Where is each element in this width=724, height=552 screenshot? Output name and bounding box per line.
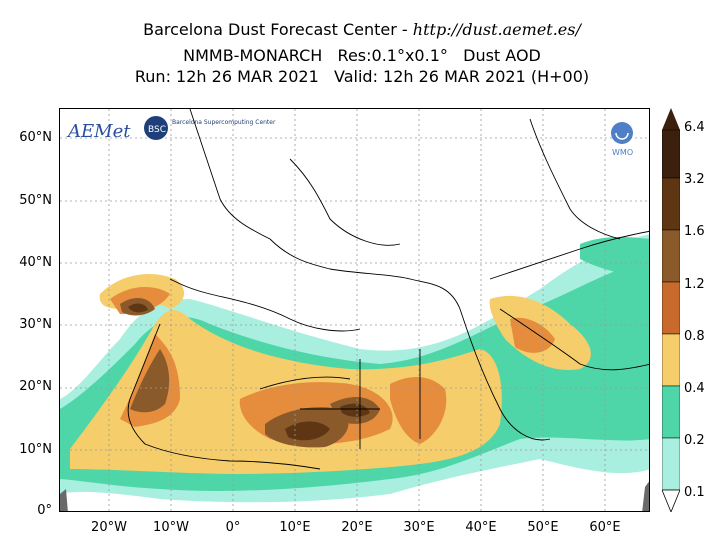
colorbar-bin-3-2 (662, 177, 680, 231)
title-line-3: Run: 12h 26 MAR 2021 Valid: 12h 26 MAR 2… (134, 67, 590, 86)
colorbar-bin-1-2 (662, 281, 680, 335)
wmo-logo-text: WMO (612, 148, 633, 157)
lat-label-50: 50°N (19, 193, 52, 208)
map-canvas: AEMet BSC Barcelona Supercomputing Cente… (60, 109, 649, 511)
bsc-logo-text: BSC (148, 125, 166, 135)
aemet-logo: AEMet (66, 121, 131, 142)
colorbar-label-3-2: 3.2 (684, 172, 705, 187)
colorbar-label-0-1: 0.1 (684, 485, 705, 500)
lon-label-40e: 40°E (465, 520, 497, 535)
colorbar-bin-0-4 (662, 385, 680, 439)
dust-map[interactable]: AEMet BSC Barcelona Supercomputing Cente… (59, 108, 650, 512)
colorbar-label-1-2: 1.2 (684, 277, 705, 292)
colorbar-label-6-4: 6.4 (684, 120, 705, 135)
colorbar-bottom-arrow (662, 489, 680, 512)
title-prefix: Barcelona Dust Forecast Center - (143, 20, 413, 39)
title-url: http://dust.aemet.es/ (412, 20, 581, 39)
lon-label-60e: 60°E (589, 520, 621, 535)
lat-label-40: 40°N (19, 255, 52, 270)
colorbar-bin-6-4 (662, 129, 680, 179)
lon-label-0: 0° (225, 520, 241, 535)
lat-label-20: 20°N (19, 379, 52, 394)
colorbar-label-0-2: 0.2 (684, 433, 705, 448)
colorbar-label-0-4: 0.4 (684, 381, 705, 396)
colorbar-bin-0-8 (662, 333, 680, 387)
colorbar-top-arrow (662, 108, 680, 130)
nodata-right (642, 481, 649, 511)
coastlines (127, 109, 649, 470)
colorbar-bin-0-2 (662, 437, 680, 491)
lon-label-10w: 10°W (153, 520, 189, 535)
lat-label-10: 10°N (19, 442, 52, 457)
nodata-left (60, 489, 68, 511)
lon-label-20e: 20°E (341, 520, 373, 535)
lat-label-60: 60°N (19, 130, 52, 145)
lat-label-30: 30°N (19, 317, 52, 332)
lon-label-10e: 10°E (279, 520, 311, 535)
lon-label-20w: 20°W (91, 520, 127, 535)
graticule (60, 109, 649, 511)
title-line-2: NMMB-MONARCH Res:0.1°x0.1° Dust AOD (183, 46, 541, 65)
wmo-logo: WMO (611, 122, 633, 157)
lat-label-0: 0° (37, 503, 52, 518)
colorbar-bin-1-6 (662, 229, 680, 283)
colorbar-label-0-8: 0.8 (684, 329, 705, 344)
colorbar-label-1-6: 1.6 (684, 224, 705, 239)
bsc-logo-caption: Barcelona Supercomputing Center (172, 119, 276, 126)
bsc-logo: BSC Barcelona Supercomputing Center (144, 116, 276, 140)
lon-label-30e: 30°E (403, 520, 435, 535)
colorbar (662, 108, 680, 512)
aod-layer-3-2 (128, 303, 370, 441)
aemet-logo-text: AEMet (66, 121, 131, 142)
title-line-1: Barcelona Dust Forecast Center - http://… (0, 20, 724, 40)
lon-label-50e: 50°E (527, 520, 559, 535)
